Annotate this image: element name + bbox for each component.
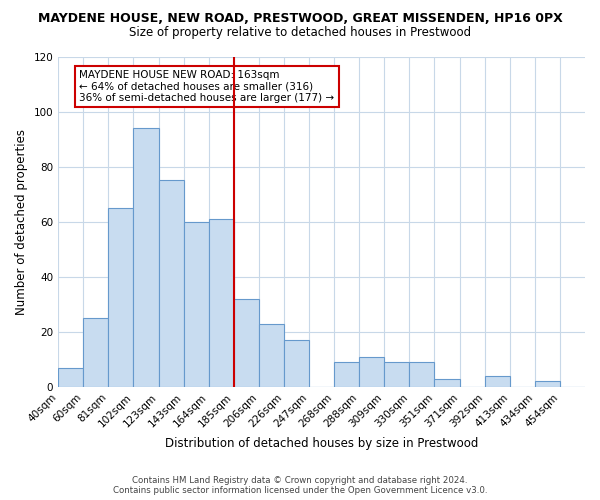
Text: MAYDENE HOUSE, NEW ROAD, PRESTWOOD, GREAT MISSENDEN, HP16 0PX: MAYDENE HOUSE, NEW ROAD, PRESTWOOD, GREA… (38, 12, 562, 26)
Bar (385, 362, 409, 387)
Bar (535, 382, 560, 387)
Bar (109, 208, 133, 387)
Bar (259, 324, 284, 387)
Bar (234, 299, 259, 387)
Bar (359, 356, 385, 387)
Bar (133, 128, 158, 387)
Text: Size of property relative to detached houses in Prestwood: Size of property relative to detached ho… (129, 26, 471, 39)
Bar (158, 180, 184, 387)
Bar (409, 362, 434, 387)
Bar (334, 362, 359, 387)
Text: Contains HM Land Registry data © Crown copyright and database right 2024.
Contai: Contains HM Land Registry data © Crown c… (113, 476, 487, 495)
Bar (83, 318, 109, 387)
Bar (209, 219, 234, 387)
Bar (434, 378, 460, 387)
Text: MAYDENE HOUSE NEW ROAD: 163sqm
← 64% of detached houses are smaller (316)
36% of: MAYDENE HOUSE NEW ROAD: 163sqm ← 64% of … (79, 70, 334, 103)
Bar (485, 376, 510, 387)
Y-axis label: Number of detached properties: Number of detached properties (15, 128, 28, 314)
Bar (184, 222, 209, 387)
X-axis label: Distribution of detached houses by size in Prestwood: Distribution of detached houses by size … (165, 437, 478, 450)
Bar (58, 368, 83, 387)
Bar (284, 340, 309, 387)
